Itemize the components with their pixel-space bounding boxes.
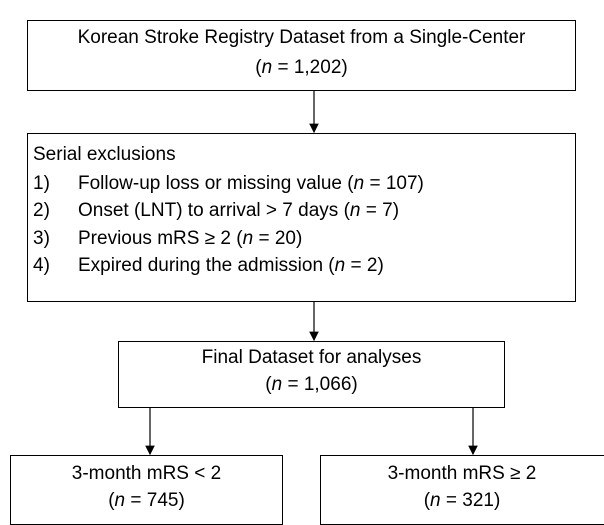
exclusion-title: Serial exclusions bbox=[33, 144, 176, 165]
exclusion-box: Serial exclusions 1) Follow-up loss or mi… bbox=[27, 133, 576, 302]
text-run: n bbox=[334, 254, 346, 276]
item-text: Previous mRS ≥ 2 (n = 20) bbox=[78, 228, 302, 250]
text-run: = 20) bbox=[253, 227, 303, 249]
text-run: ( bbox=[108, 490, 115, 511]
text-run: n bbox=[430, 490, 441, 511]
item-text: Follow-up loss or missing value (n = 107… bbox=[78, 173, 424, 195]
box-line: 3-month mRS < 2 bbox=[11, 463, 282, 485]
text-run: 3-month mRS ≥ 2 bbox=[387, 463, 537, 484]
text-run: Korean Stroke Registry Dataset from a Si… bbox=[77, 27, 526, 48]
text-run: = 321) bbox=[440, 490, 501, 511]
text-run: 3-month mRS < 2 bbox=[71, 463, 222, 484]
text-run: ( bbox=[255, 57, 262, 78]
box-line: Korean Stroke Registry Dataset from a Si… bbox=[28, 27, 575, 49]
item-number: 4) bbox=[33, 254, 50, 276]
text-run: Previous mRS ≥ 2 ( bbox=[78, 227, 243, 249]
text-run: = 107) bbox=[364, 173, 424, 194]
text-run: n bbox=[114, 490, 126, 511]
text-run: = 2) bbox=[345, 254, 384, 276]
text-run: n bbox=[261, 57, 273, 78]
outcome-box: 3-month mRS ≥ 2 (n = 321) bbox=[320, 455, 604, 525]
item-number: 1) bbox=[33, 173, 50, 194]
box-line: 3-month mRS ≥ 2 bbox=[321, 463, 603, 485]
item-text: Expired during the admission (n = 2) bbox=[78, 255, 384, 277]
text-run: n bbox=[271, 374, 283, 395]
text-run: Onset (LNT) to arrival > 7 days ( bbox=[78, 200, 350, 222]
outcome-box: 3-month mRS < 2 (n = 745) bbox=[10, 455, 283, 525]
text-run: n bbox=[353, 173, 365, 194]
text-run: Final Dataset for analyses bbox=[201, 347, 422, 368]
text-run: Follow-up loss or missing value ( bbox=[78, 173, 354, 194]
text-run: = 1,066) bbox=[282, 374, 358, 395]
item-text: Onset (LNT) to arrival > 7 days (n = 7) bbox=[78, 200, 399, 222]
text-run: = 1,202) bbox=[272, 57, 348, 78]
box-line: (n = 1,202) bbox=[28, 57, 575, 79]
final-box: Final Dataset for analyses (n = 1,066) bbox=[118, 341, 505, 408]
text-run: ( bbox=[423, 490, 431, 511]
box-line: (n = 1,066) bbox=[119, 374, 504, 396]
text-run: n bbox=[349, 200, 361, 222]
item-number: 2) bbox=[33, 200, 50, 222]
box-line: Final Dataset for analyses bbox=[119, 347, 504, 369]
source-box: Korean Stroke Registry Dataset from a Si… bbox=[27, 20, 576, 91]
item-number: 3) bbox=[33, 227, 50, 249]
text-run: ( bbox=[265, 374, 272, 395]
text-run: = 7) bbox=[360, 200, 400, 222]
text-run: = 745) bbox=[125, 490, 185, 511]
box-line: (n = 745) bbox=[11, 490, 282, 512]
box-line: (n = 321) bbox=[321, 490, 603, 512]
text-run: n bbox=[242, 227, 254, 249]
text-run: Expired during the admission ( bbox=[78, 254, 335, 276]
